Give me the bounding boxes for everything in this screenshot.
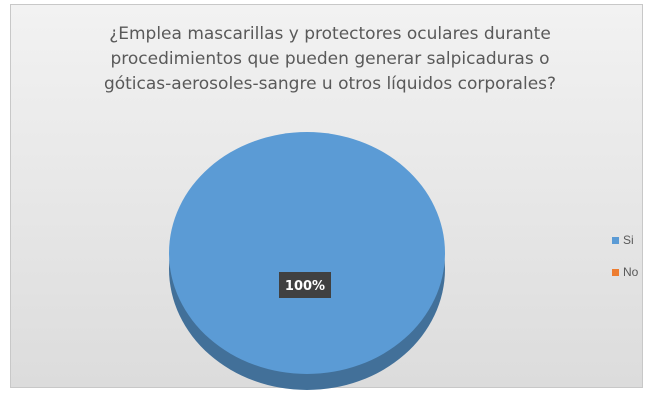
data-label-box: [279, 272, 331, 298]
chart-title: ¿Emplea mascarillas y protectores ocular…: [80, 22, 580, 97]
legend: Si No: [612, 230, 638, 294]
chart-title-line: ¿Emplea mascarillas y protectores ocular…: [109, 24, 551, 44]
chart-title-line: góticas-aerosoles-sangre u otros líquido…: [103, 74, 557, 94]
legend-item-si: Si: [612, 230, 638, 250]
legend-swatch-si: [612, 236, 619, 244]
legend-label-si: Si: [623, 233, 634, 247]
data-label-si: 100%: [279, 272, 331, 298]
pie-slice-si: [169, 132, 445, 374]
legend-item-no: No: [612, 262, 638, 282]
chart-title-line: procedimientos que pueden generar salpic…: [110, 49, 550, 69]
legend-swatch-no: [612, 268, 619, 276]
legend-label-no: No: [623, 265, 639, 279]
data-label-text: 100%: [285, 279, 325, 294]
